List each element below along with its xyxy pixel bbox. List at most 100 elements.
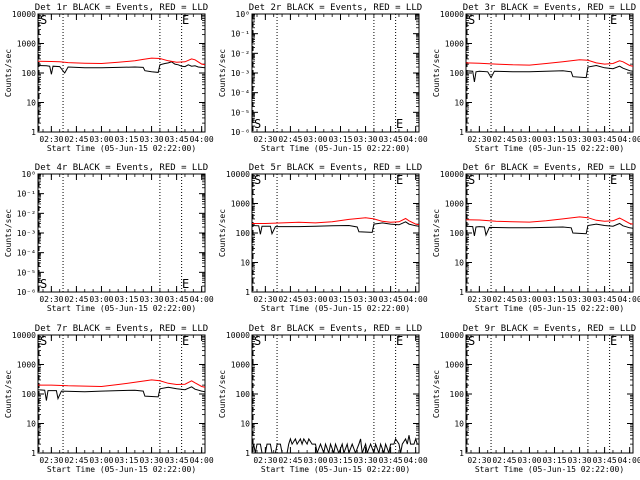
x-axis-label: Start Time (05-Jun-15 02:22:00) [261, 144, 410, 153]
y-axis-label: Counts/sec [4, 370, 13, 418]
x-tick-label: 04:00 [404, 135, 428, 144]
time-marker-e: E [610, 13, 617, 27]
x-tick-label: 02:45 [64, 456, 88, 465]
y-tick-label: 10000 [440, 331, 464, 340]
x-tick-label: 03:15 [328, 295, 352, 304]
y-tick-label: 1 [459, 449, 464, 458]
panel-title: Det 9r BLACK = Events, RED = LLD [463, 324, 636, 334]
lld-series-line [38, 379, 205, 388]
y-tick-label: 10 [454, 99, 464, 108]
x-tick-label: 04:00 [404, 295, 428, 304]
x-tick-label: 02:30 [39, 295, 63, 304]
x-tick-label: 03:30 [140, 295, 164, 304]
y-tick-label: 10⁻⁶ [231, 128, 250, 137]
plot-frame [465, 334, 634, 454]
x-tick-label: 02:45 [64, 295, 88, 304]
x-tick-label: 02:45 [492, 135, 516, 144]
x-tick-label: 03:00 [89, 295, 113, 304]
y-tick-label: 10⁻³ [231, 69, 250, 78]
x-tick-label: 03:00 [517, 135, 541, 144]
y-tick-label: 1 [459, 288, 464, 297]
x-tick-label: 03:45 [379, 295, 403, 304]
x-tick-label: 03:30 [354, 135, 378, 144]
y-tick-label: 10⁻³ [17, 229, 36, 238]
y-tick-label: 1 [459, 128, 464, 137]
y-tick-label: 1 [245, 449, 250, 458]
x-tick-label: 03:30 [568, 456, 592, 465]
y-tick-label: 10 [26, 99, 36, 108]
y-tick-label: 1 [245, 288, 250, 297]
x-tick-label: 03:30 [354, 456, 378, 465]
events-series-line [252, 221, 419, 236]
y-tick-label: 10000 [226, 331, 250, 340]
y-tick-label: 10⁻⁵ [17, 268, 36, 277]
plot-frame [251, 173, 420, 293]
x-tick-label: 03:00 [517, 456, 541, 465]
y-tick-label: 100 [236, 229, 251, 238]
y-tick-label: 10 [26, 420, 36, 429]
time-marker-s: S [254, 173, 261, 187]
y-axis-label: Counts/sec [218, 370, 227, 418]
y-tick-label: 10⁻¹ [231, 30, 250, 39]
x-axis-label: Start Time (05-Jun-15 02:22:00) [261, 465, 410, 474]
detector-panel: Det 9r BLACK = Events, RED = LLD 1 10 100 10… [432, 324, 640, 474]
plot-frame [465, 173, 634, 293]
y-tick-label: 10 [454, 259, 464, 268]
time-marker-e: E [396, 117, 403, 131]
y-axis-label: Counts/sec [4, 49, 13, 97]
x-tick-label: 04:00 [618, 295, 640, 304]
x-tick-label: 04:00 [190, 135, 214, 144]
y-tick-label: 10 [240, 420, 250, 429]
plot-frame [251, 13, 420, 133]
time-marker-e: E [182, 334, 189, 348]
y-tick-label: 1000 [445, 200, 464, 209]
x-tick-label: 03:00 [303, 135, 327, 144]
x-tick-label: 02:45 [278, 135, 302, 144]
time-marker-s: S [468, 13, 475, 27]
detector-panel: Det 5r BLACK = Events, RED = LLD 1 10 100 10… [218, 163, 428, 313]
x-tick-label: 03:45 [165, 456, 189, 465]
y-tick-label: 10000 [440, 170, 464, 179]
x-tick-label: 02:45 [278, 295, 302, 304]
y-tick-label: 10000 [12, 331, 36, 340]
y-tick-label: 100 [450, 390, 465, 399]
x-tick-label: 02:30 [253, 135, 277, 144]
x-tick-label: 04:00 [618, 456, 640, 465]
panel-title: Det 7r BLACK = Events, RED = LLD [35, 324, 208, 334]
y-tick-label: 100 [236, 390, 251, 399]
detector-panel: Det 2r BLACK = Events, RED = LLD 10⁻⁶ 10⁻⁵… [218, 3, 428, 153]
time-marker-s: S [468, 334, 475, 348]
time-marker-s: S [254, 334, 261, 348]
plot-frame [37, 173, 206, 293]
time-marker-e: E [610, 173, 617, 187]
y-tick-label: 10⁻⁶ [17, 288, 36, 297]
y-tick-label: 10⁻⁵ [231, 108, 250, 117]
y-tick-label: 10⁻² [231, 49, 250, 58]
x-tick-label: 03:15 [114, 295, 138, 304]
y-axis-label: Counts/sec [218, 209, 227, 257]
y-tick-label: 10⁻¹ [17, 190, 36, 199]
time-marker-e: E [182, 13, 189, 27]
lld-series-line [252, 217, 419, 226]
x-tick-label: 03:45 [593, 295, 617, 304]
x-tick-label: 03:45 [165, 295, 189, 304]
y-tick-label: 10000 [226, 170, 250, 179]
x-tick-label: 03:00 [517, 295, 541, 304]
x-tick-label: 03:30 [568, 135, 592, 144]
detector-panel: Det 4r BLACK = Events, RED = LLD 10⁻⁶ 10⁻⁵… [4, 163, 214, 313]
detector-panel: Det 1r BLACK = Events, RED = LLD 1 10 100 10… [4, 3, 214, 153]
y-axis-label: Counts/sec [218, 49, 227, 97]
x-axis-label: Start Time (05-Jun-15 02:22:00) [261, 304, 410, 313]
y-tick-label: 100 [22, 390, 37, 399]
lld-series-line [38, 57, 205, 66]
x-tick-label: 03:30 [568, 295, 592, 304]
x-tick-label: 03:45 [593, 456, 617, 465]
y-axis-label: Counts/sec [432, 209, 441, 257]
x-tick-label: 03:30 [140, 135, 164, 144]
y-axis-label: Counts/sec [4, 209, 13, 257]
y-tick-label: 10000 [440, 10, 464, 19]
x-tick-label: 04:00 [190, 456, 214, 465]
panel-title: Det 8r BLACK = Events, RED = LLD [249, 324, 422, 334]
x-axis-label: Start Time (05-Jun-15 02:22:00) [47, 465, 196, 474]
x-tick-label: 02:45 [492, 295, 516, 304]
